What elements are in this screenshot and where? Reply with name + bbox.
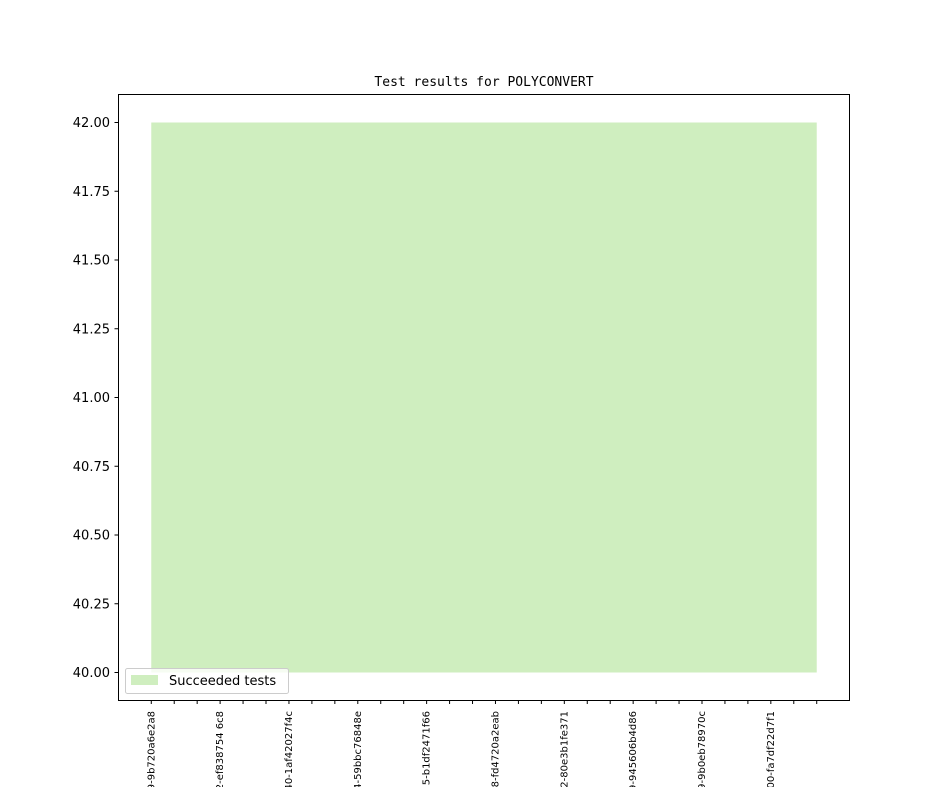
x-tick-label: 2-ef838754 6c8: [215, 711, 226, 787]
y-tick-label: 41.25: [73, 322, 110, 337]
y-tick-label: 40.50: [73, 529, 110, 544]
legend-label: Succeeded tests: [169, 674, 276, 689]
y-tick-label: 41.50: [73, 254, 110, 269]
legend-box: [125, 668, 289, 694]
plot-area: [151, 122, 817, 673]
x-tick-label: 9-945606b4d86: [628, 711, 639, 787]
chart-title: Test results for POLYCONVERT: [374, 75, 593, 90]
x-tick-label: 4-59bbc76848e: [353, 711, 364, 787]
x-tick-label: 00-fa7df22d7f1: [766, 711, 777, 787]
y-tick-label: 40.25: [73, 597, 110, 612]
y-tick-label: 41.00: [73, 391, 110, 406]
series-area: [151, 122, 817, 673]
x-tick-label: 5-b1df2471f66: [422, 711, 433, 785]
y-tick-label: 40.00: [73, 666, 110, 681]
legend: Succeeded tests: [125, 668, 289, 694]
y-tick-label: 42.00: [73, 116, 110, 131]
legend-swatch: [131, 675, 158, 685]
y-tick-label: 40.75: [73, 460, 110, 475]
x-tick-label: 8-fd4720a2eab: [490, 711, 501, 787]
x-axis: 9-9b720a6e2a8 2-ef838754 6c8 40-1af42027f4…: [146, 700, 818, 787]
x-tick-label: 40-1af42027f4c: [284, 711, 295, 787]
x-tick-label: 9-9b0eb78970c: [697, 711, 708, 787]
x-tick-label: 2-80e3b1fe371: [559, 711, 570, 787]
y-axis: 40.00 40.25 40.50 40.75 41.00 41.25 41.50 41.75…: [73, 116, 118, 681]
axes-frame: [118, 94, 850, 701]
y-tick-label: 41.75: [73, 185, 110, 200]
x-tick-label: 9-9b720a6e2a8: [146, 711, 157, 787]
